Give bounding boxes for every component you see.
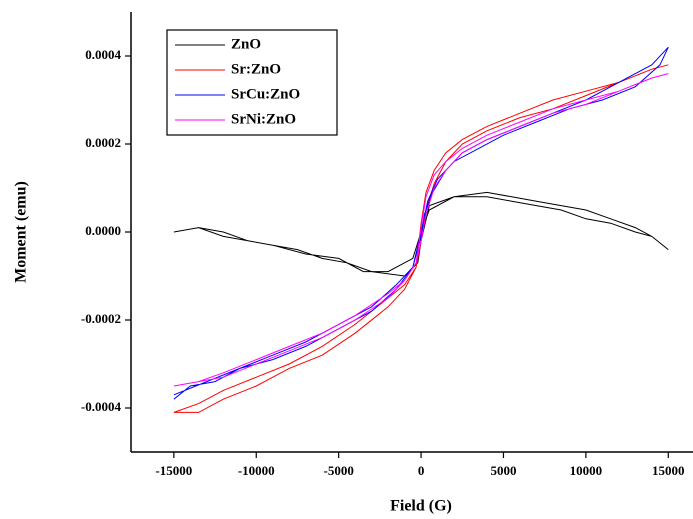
y-tick-label: -0.0004 bbox=[81, 399, 122, 414]
y-tick-label: -0.0002 bbox=[81, 311, 121, 326]
x-tick-label: -5000 bbox=[323, 463, 353, 478]
y-tick-label: 0.0000 bbox=[85, 223, 121, 238]
x-tick-label: -15000 bbox=[155, 463, 192, 478]
legend-label: SrNi:ZnO bbox=[231, 111, 296, 127]
x-tick-label: 0 bbox=[418, 463, 425, 478]
legend-label: Sr:ZnO bbox=[231, 61, 281, 77]
legend-label: SrCu:ZnO bbox=[231, 86, 300, 102]
x-tick-label: -10000 bbox=[238, 463, 275, 478]
series-line bbox=[173, 73, 669, 387]
x-axis-label: Field (G) bbox=[390, 498, 452, 515]
series-line bbox=[173, 191, 669, 277]
x-tick-label: 5000 bbox=[490, 463, 516, 478]
legend-label: ZnO bbox=[231, 36, 261, 52]
series-line bbox=[173, 46, 669, 400]
legend-box bbox=[166, 29, 338, 136]
y-tick-label: 0.0004 bbox=[85, 47, 121, 62]
y-axis-label: Moment (emu) bbox=[13, 181, 30, 283]
x-tick-label: 10000 bbox=[570, 463, 603, 478]
y-tick-label: 0.0002 bbox=[85, 135, 121, 150]
x-tick-label: 15000 bbox=[652, 463, 685, 478]
